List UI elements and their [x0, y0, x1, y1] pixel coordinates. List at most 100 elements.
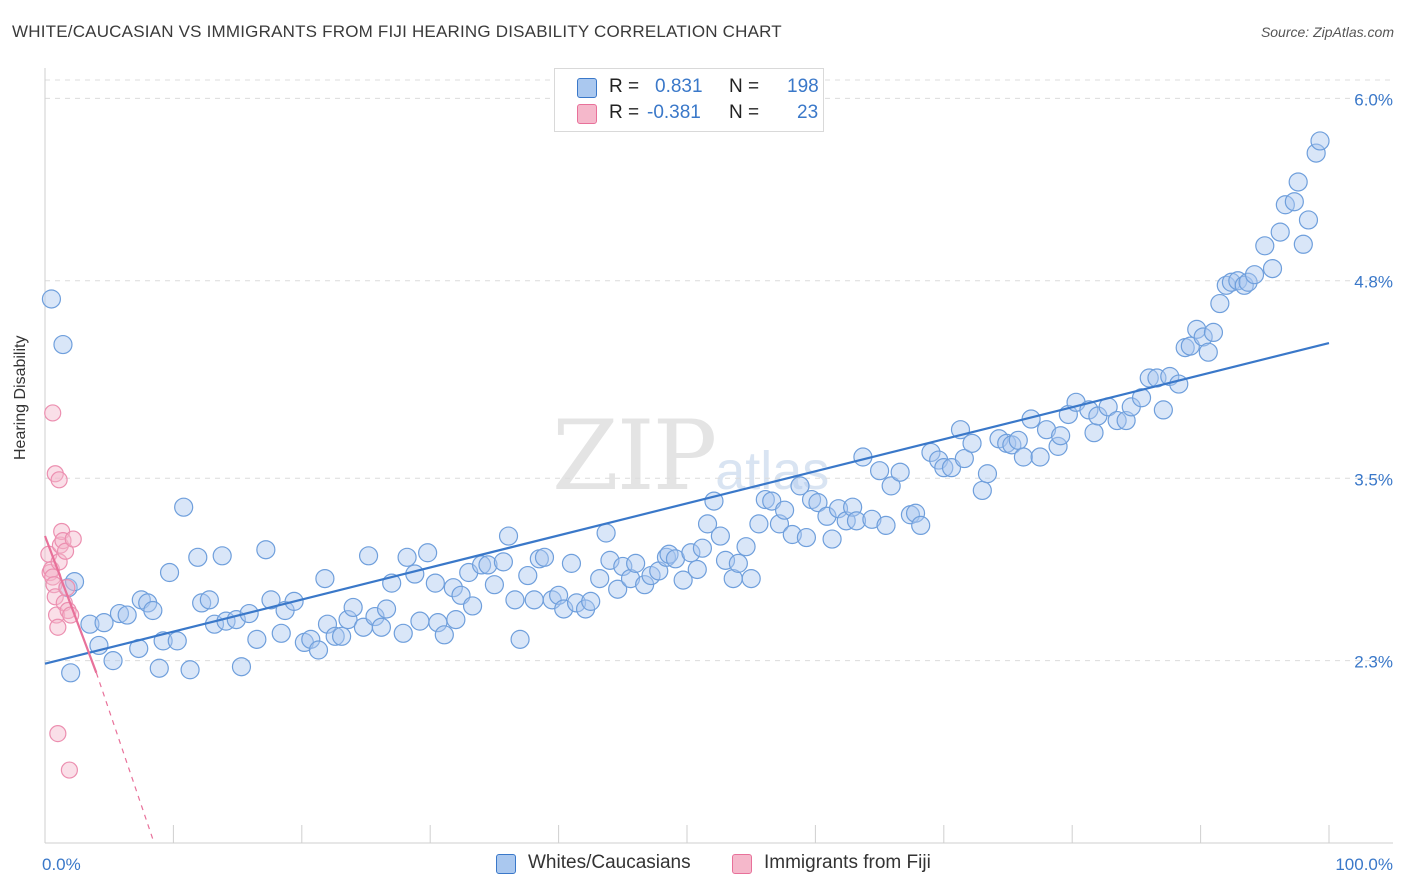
- watermark: ZIPatlas: [552, 400, 829, 512]
- data-point-whites: [61, 663, 81, 683]
- data-point-whites: [199, 590, 219, 610]
- data-point-whites: [325, 626, 345, 646]
- data-point-whites: [308, 640, 329, 660]
- data-point-whites: [484, 575, 504, 595]
- data-point-whites: [247, 629, 267, 649]
- data-point-whites: [365, 606, 385, 627]
- data-point-whites: [934, 458, 954, 478]
- data-point-whites: [174, 497, 194, 517]
- data-point-whites: [510, 629, 530, 649]
- data-point-whites: [1036, 420, 1057, 440]
- data-point-whites: [1262, 258, 1283, 279]
- data-point-whites: [180, 660, 200, 680]
- data-point-whites: [596, 523, 616, 543]
- data-point-whites: [103, 651, 123, 671]
- data-point-whites: [315, 568, 335, 589]
- data-point-whites: [212, 546, 232, 566]
- data-point-whites: [109, 603, 130, 624]
- data-point-whites: [117, 605, 137, 625]
- legend-n-label: N =: [729, 76, 760, 97]
- data-point-whites: [890, 462, 910, 482]
- data-point-whites: [620, 568, 641, 589]
- data-point-whites: [358, 546, 379, 566]
- legend-r-value: -0.381: [647, 102, 701, 123]
- data-point-whites: [149, 658, 169, 678]
- x-tick-label: 0.0%: [42, 855, 81, 874]
- data-point-whites: [80, 614, 100, 634]
- data-point-whites: [817, 506, 837, 526]
- y-axis-label: Hearing Disability: [12, 335, 29, 461]
- data-point-whites: [869, 461, 890, 481]
- gridlines: [45, 79, 1393, 662]
- data-point-whites: [425, 573, 445, 593]
- legend-r-label: R =: [609, 102, 640, 123]
- data-point-whites: [143, 600, 163, 621]
- data-point-whites: [534, 547, 555, 567]
- legend-r-label: R =: [609, 76, 640, 97]
- x-tick-label: 100.0%: [1335, 855, 1393, 874]
- data-point-whites: [687, 559, 707, 580]
- data-point-whites: [478, 555, 498, 575]
- legend-n-label: N =: [729, 102, 760, 123]
- data-point-fiji: [49, 618, 67, 636]
- data-point-whites: [1193, 327, 1213, 347]
- data-point-whites: [493, 552, 513, 572]
- data-point-whites: [1013, 447, 1034, 467]
- data-point-whites: [1284, 192, 1304, 212]
- data-point-whites: [774, 500, 795, 520]
- data-point-whites: [590, 568, 610, 589]
- data-point-whites: [94, 613, 114, 633]
- data-point-whites: [1187, 319, 1207, 339]
- data-point-whites: [710, 526, 730, 546]
- data-point-whites: [393, 623, 413, 643]
- data-point-whites: [954, 448, 974, 469]
- data-point-whites: [332, 626, 352, 646]
- data-point-whites: [681, 543, 701, 563]
- data-point-whites: [1030, 447, 1050, 467]
- data-point-whites: [443, 578, 463, 598]
- data-point-whites: [371, 617, 392, 637]
- legend-n-value: 23: [797, 102, 819, 123]
- legend-swatch-pink: [577, 104, 597, 124]
- source-credit: Source: ZipAtlas.com: [1260, 24, 1394, 40]
- data-point-whites: [796, 527, 817, 548]
- data-point-whites: [1153, 400, 1173, 420]
- y-tick-label: 6.0%: [1354, 90, 1393, 109]
- data-point-whites: [498, 526, 519, 546]
- data-point-whites: [1238, 272, 1258, 292]
- data-point-whites: [231, 657, 252, 677]
- bottom-legend-label: Immigrants from Fiji: [764, 852, 931, 873]
- data-point-whites: [673, 570, 693, 590]
- data-point-whites: [741, 568, 761, 589]
- trend-lines: [43, 341, 1330, 844]
- data-point-fiji: [64, 530, 82, 548]
- data-point-whites: [692, 538, 713, 558]
- data-point-whites: [749, 514, 769, 534]
- data-point-fiji: [46, 588, 64, 606]
- data-point-whites: [471, 555, 492, 575]
- data-point-whites: [790, 476, 810, 496]
- data-point-whites: [1203, 322, 1224, 343]
- data-point-whites: [626, 553, 646, 573]
- watermark-zip: ZIP: [552, 400, 717, 512]
- chart-title: WHITE/CAUCASIAN VS IMMIGRANTS FROM FIJI …: [12, 22, 782, 41]
- data-point-whites: [518, 565, 538, 586]
- data-point-whites: [261, 590, 281, 610]
- data-point-fiji: [56, 542, 75, 560]
- data-point-whites: [338, 610, 358, 630]
- data-point-whites: [53, 334, 73, 355]
- data-point-whites: [505, 590, 525, 610]
- trend-line-whites: [44, 341, 1330, 665]
- y-tick-label: 4.8%: [1354, 273, 1393, 292]
- data-point-whites: [911, 515, 931, 536]
- data-point-whites: [608, 579, 628, 599]
- data-point-whites: [581, 591, 601, 611]
- trend-line-fiji-extension: [95, 672, 155, 844]
- data-point-fiji: [49, 724, 67, 743]
- data-point-whites: [1084, 423, 1104, 443]
- series-whites-points: [41, 131, 1330, 683]
- data-point-whites: [343, 597, 363, 618]
- data-point-whites: [905, 503, 926, 523]
- data-point-whites: [410, 611, 430, 631]
- data-point-whites: [697, 514, 718, 534]
